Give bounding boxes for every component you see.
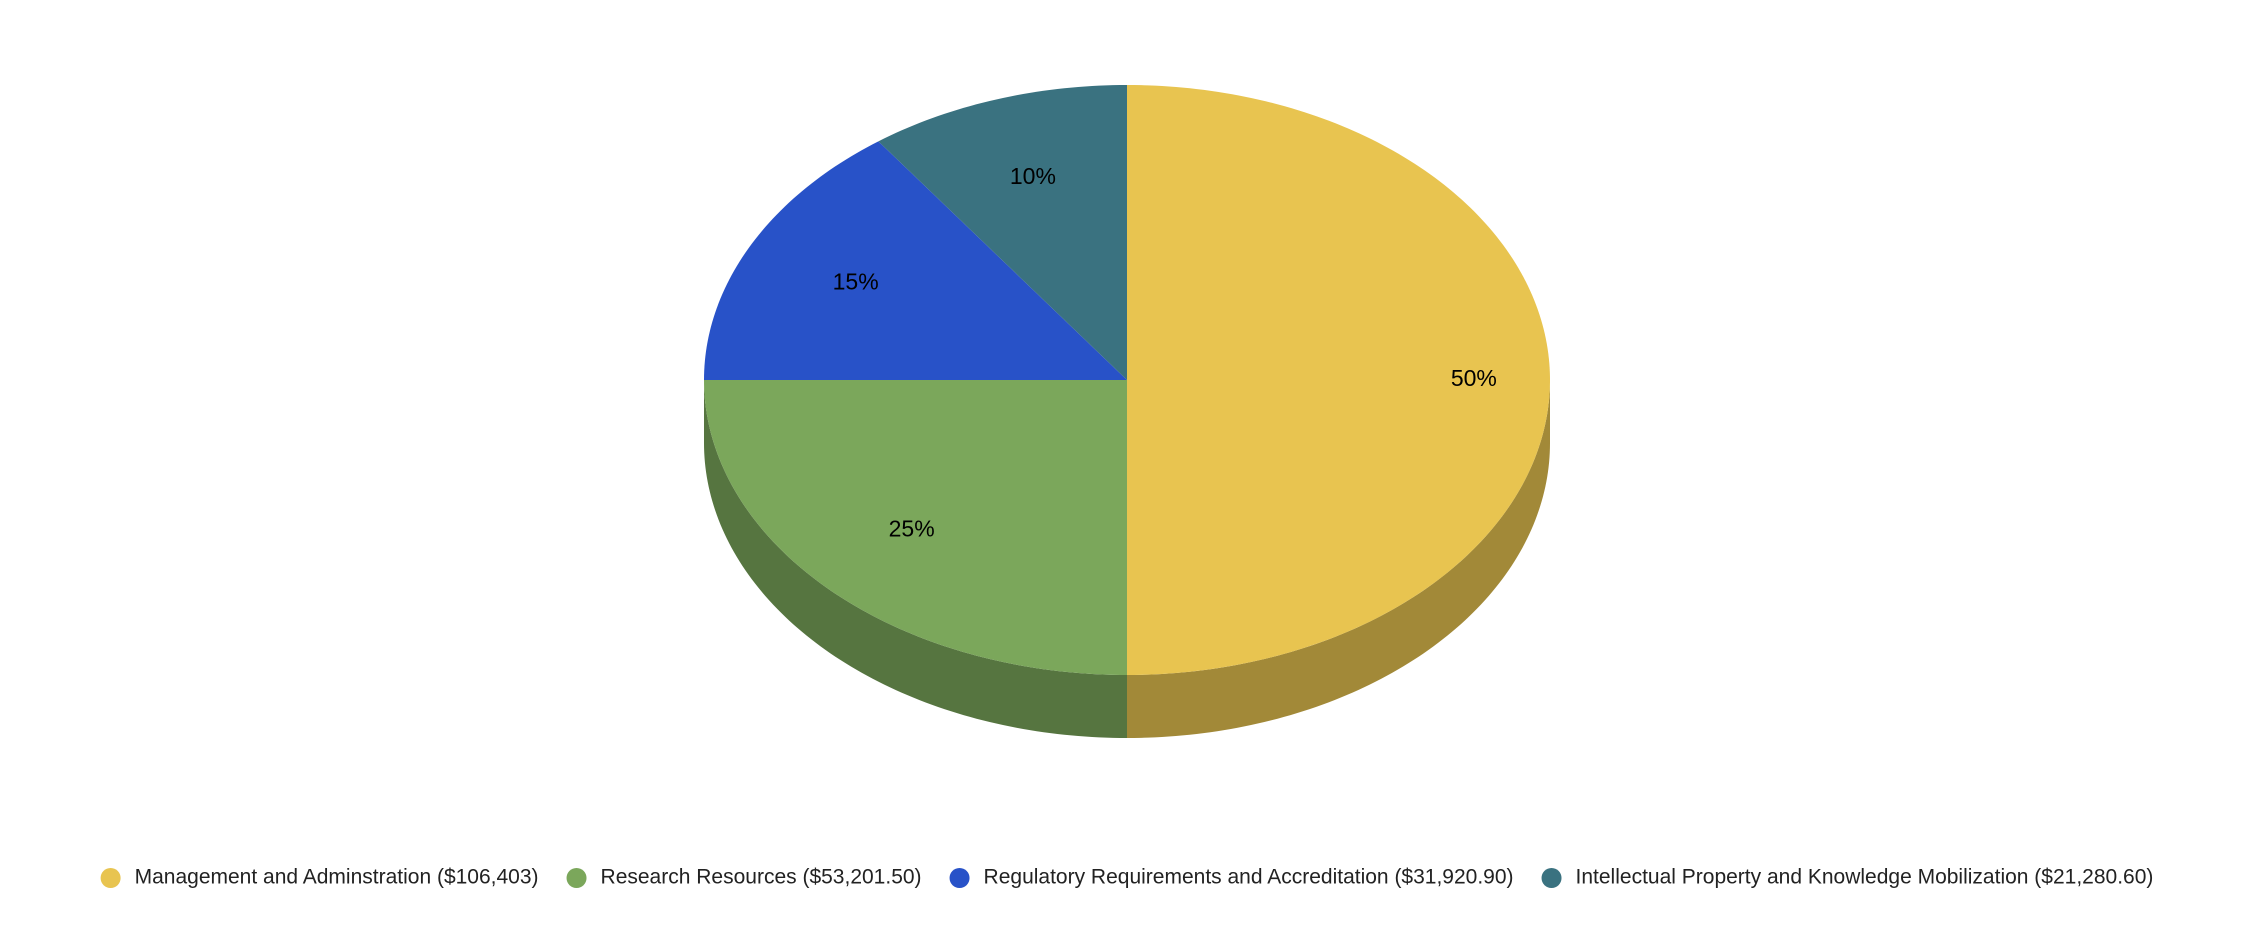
slice (704, 380, 1127, 675)
data-label: 10% (1010, 163, 1056, 189)
legend-marker (1541, 868, 1562, 888)
legend-marker (100, 868, 121, 888)
legend-marker (566, 868, 587, 888)
slice (878, 85, 1127, 380)
legend-label: Management and Adminstration ($106,403) (135, 866, 539, 889)
slice (704, 141, 1127, 380)
data-label: 50% (1451, 365, 1497, 391)
slice-side (1127, 380, 1550, 738)
legend-label: Research Resources ($53,201.50) (601, 866, 922, 889)
legend: Management and Adminstration ($106,403) R… (100, 866, 2154, 889)
data-label: 25% (889, 515, 935, 541)
slice-side (704, 380, 1127, 738)
legend-marker (949, 868, 970, 888)
legend-label: Intellectual Property and Knowledge Mobi… (1576, 866, 2154, 889)
data-label: 15% (833, 269, 879, 295)
slice (1127, 85, 1550, 675)
legend-label: Regulatory Requirements and Accreditatio… (984, 866, 1514, 889)
